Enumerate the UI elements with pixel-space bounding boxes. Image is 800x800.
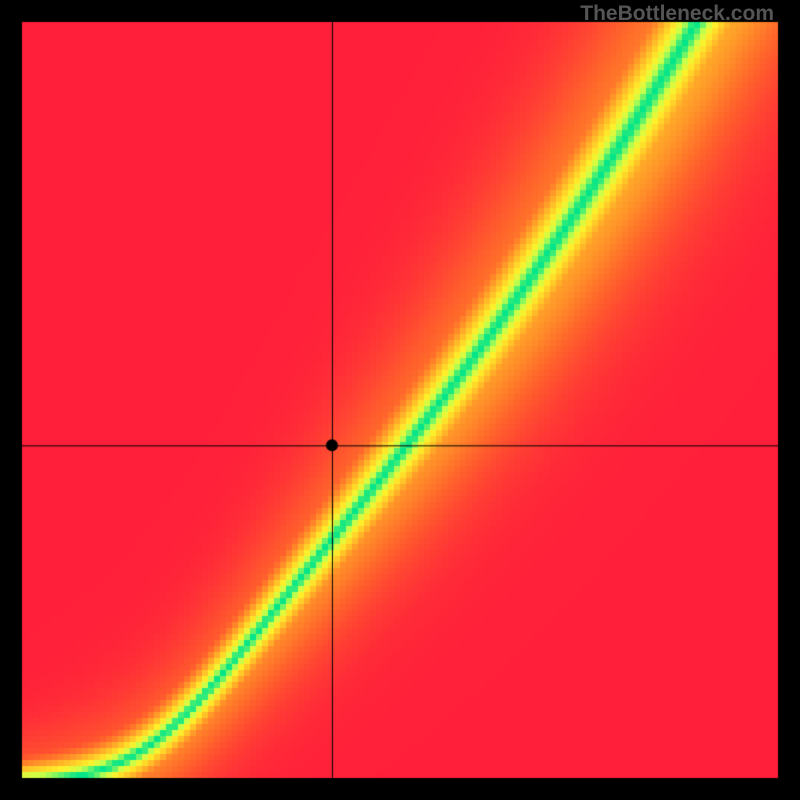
watermark-text: TheBottleneck.com [580,2,774,26]
bottleneck-heatmap [0,0,800,800]
